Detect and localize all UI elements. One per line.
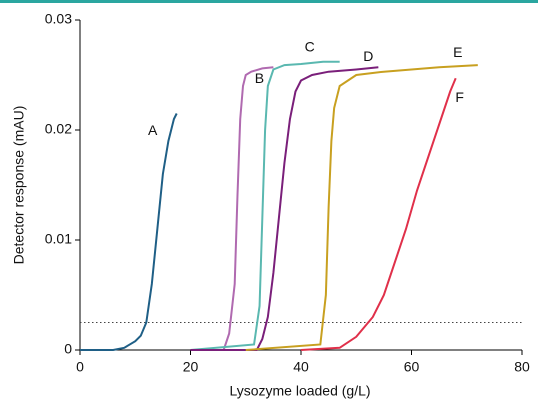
top-bar: [0, 0, 538, 3]
y-tick-label: 0.03: [45, 11, 72, 27]
series-line: [80, 113, 178, 351]
series-label: C: [305, 39, 315, 55]
y-tick-label: 0.01: [45, 231, 72, 247]
x-tick-label: 20: [183, 359, 199, 375]
x-tick-label: 80: [514, 359, 530, 375]
x-tick-label: 60: [404, 359, 420, 375]
series-label: E: [453, 44, 462, 60]
x-tick-label: 0: [76, 359, 84, 375]
series-line: [245, 64, 478, 351]
x-axis-label: Lysozyme loaded (g/L): [229, 383, 370, 399]
series-label: F: [455, 89, 464, 105]
series-line: [190, 66, 274, 351]
series-line: [190, 60, 340, 351]
series-label: A: [148, 122, 158, 138]
x-tick-label: 40: [293, 359, 309, 375]
y-axis-label: Detector response (mAU): [11, 106, 27, 265]
y-tick-label: 0.02: [45, 121, 72, 137]
series-line: [190, 66, 379, 351]
series-label: B: [255, 70, 264, 86]
y-tick-label: 0: [64, 341, 72, 357]
series-label: D: [363, 48, 373, 64]
series-line: [300, 77, 457, 351]
